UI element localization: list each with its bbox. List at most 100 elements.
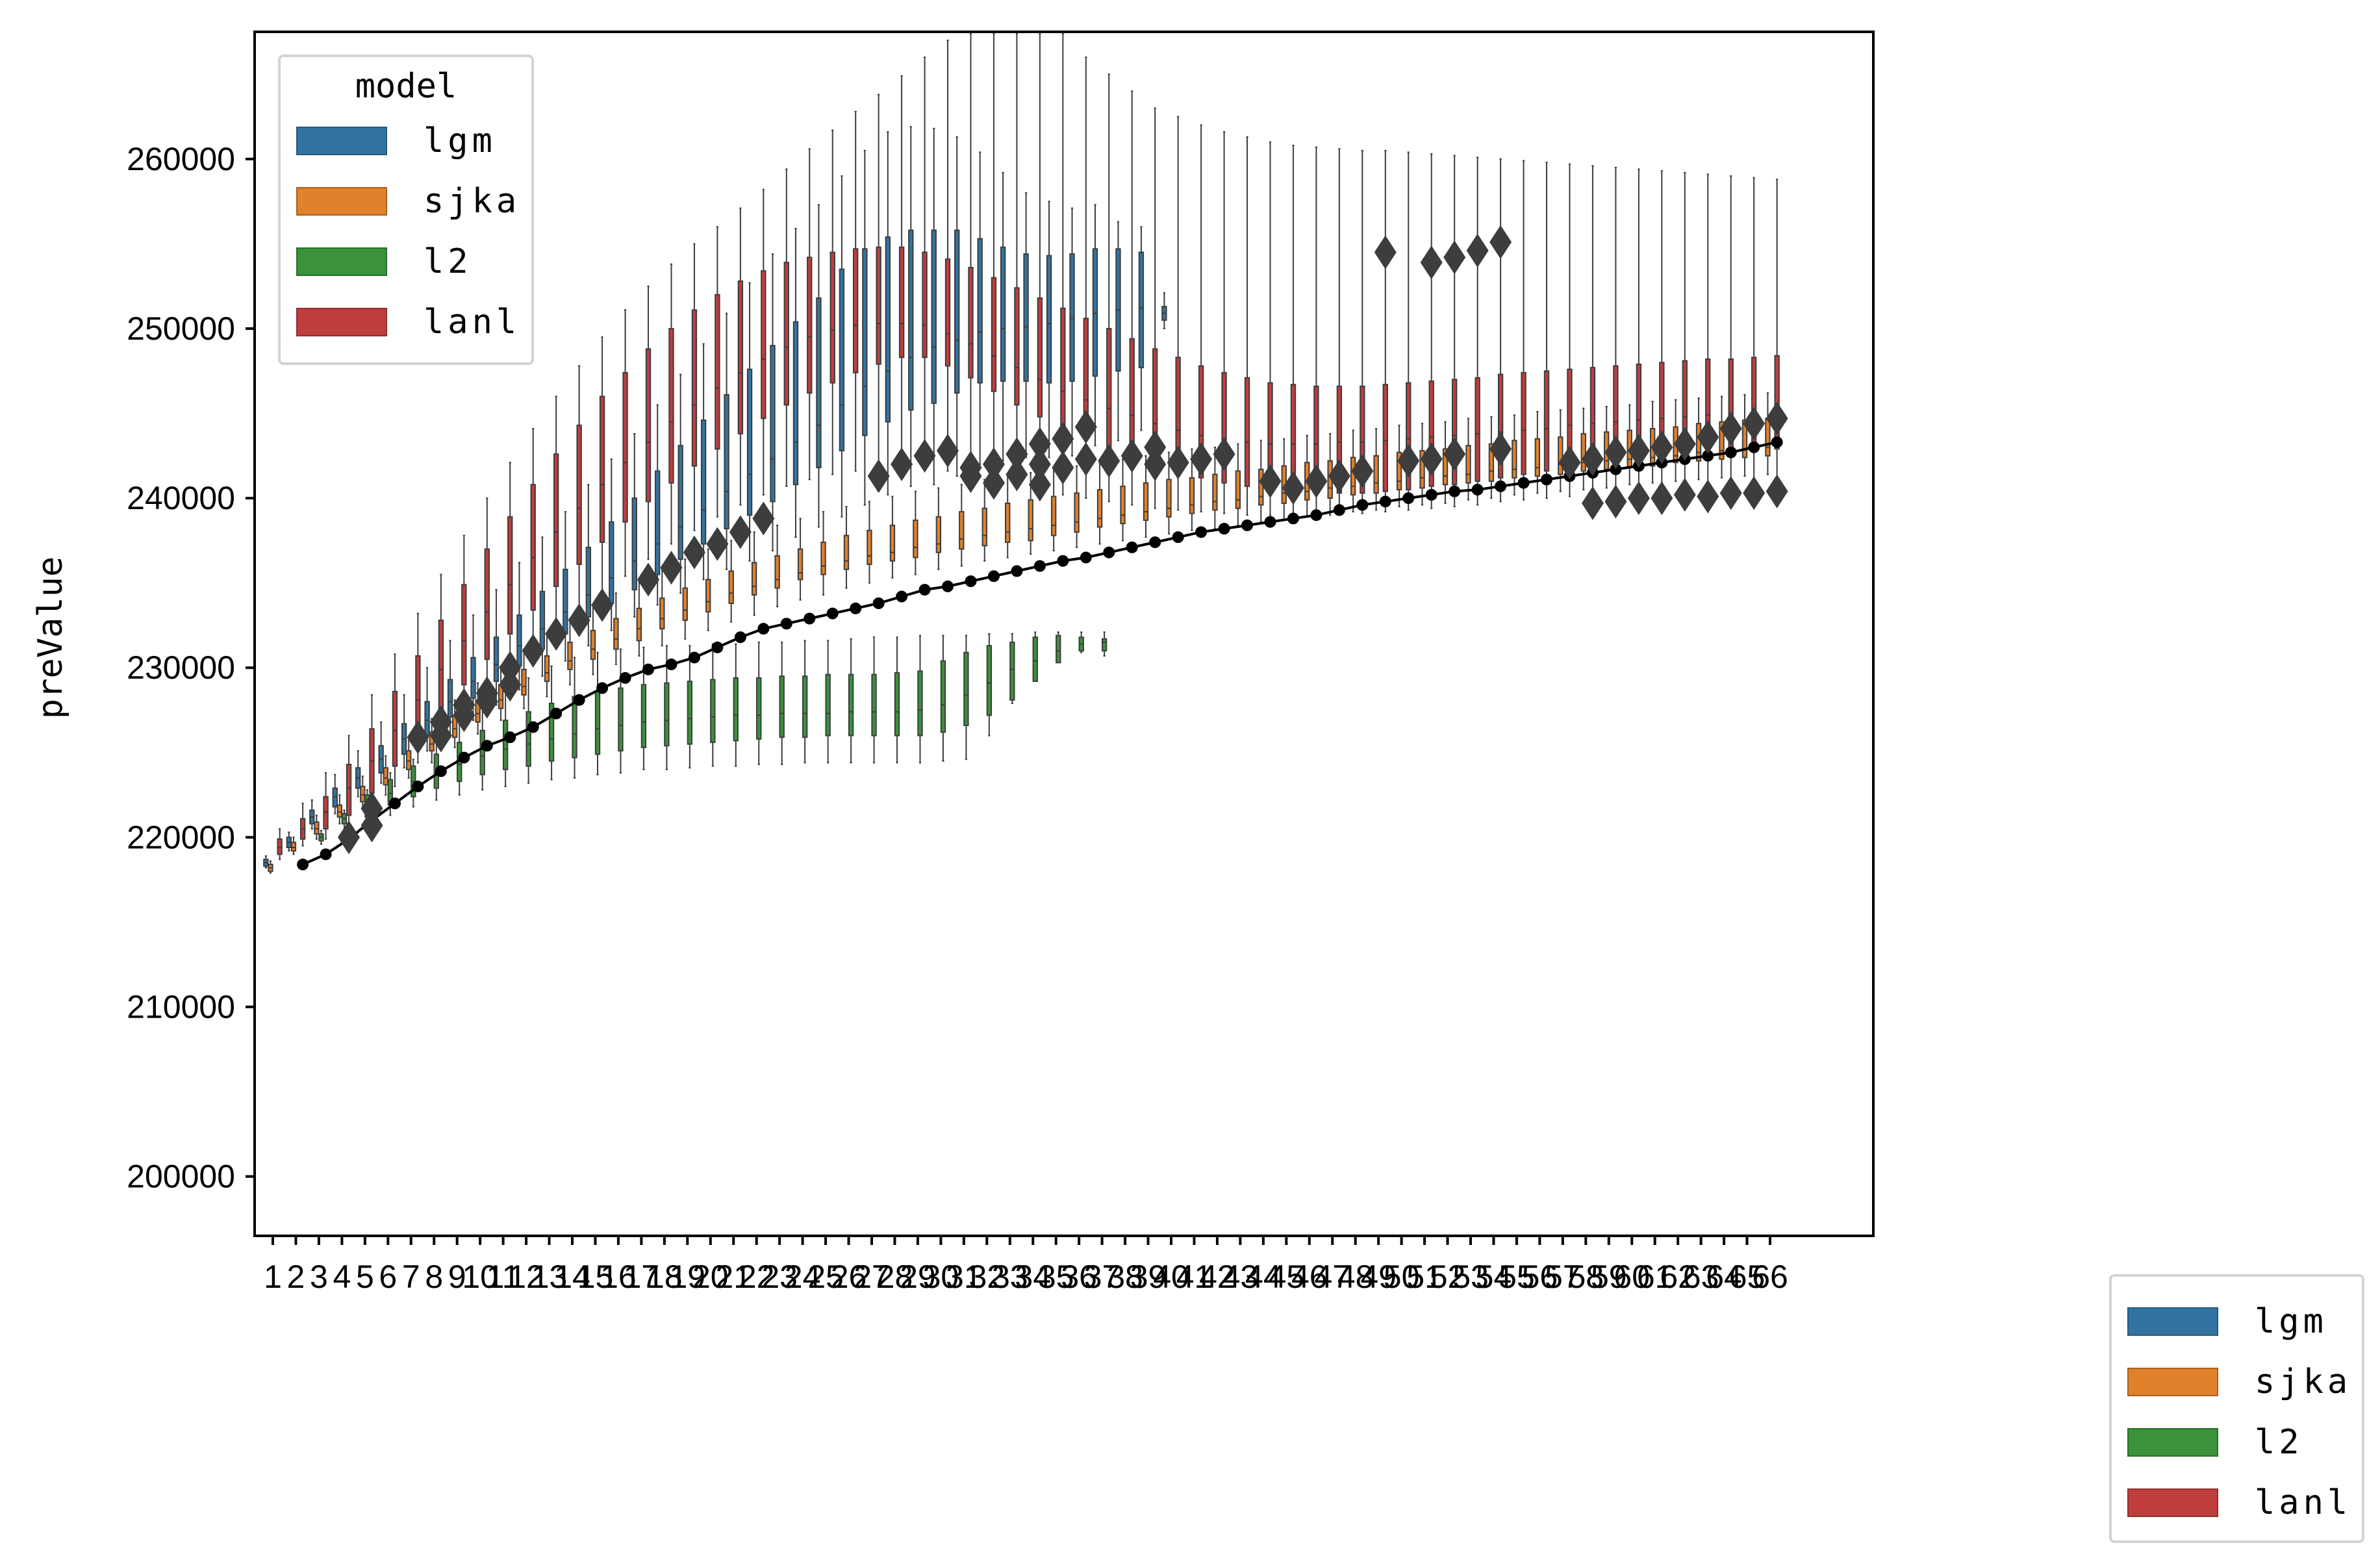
x-tick-label: 47 — [1314, 1259, 1350, 1295]
x-tick-label: 43 — [1222, 1259, 1259, 1295]
outlier-diamond — [361, 791, 383, 825]
y-tick-label: 240000 — [127, 480, 235, 516]
box-sjka — [935, 487, 942, 570]
trend-point — [1425, 488, 1437, 501]
x-tick-label: 64 — [1706, 1259, 1742, 1295]
box-body — [977, 238, 983, 384]
trend-point — [942, 580, 954, 592]
box-sjka — [1212, 446, 1218, 530]
box-lanl — [715, 226, 720, 518]
box-l2 — [986, 633, 993, 736]
y-tick-label: 200000 — [127, 1159, 235, 1195]
box-body — [406, 750, 412, 770]
legend-swatch-sjka — [2127, 1367, 2218, 1396]
box-body — [1580, 433, 1586, 472]
box-body — [609, 521, 614, 604]
box-body — [770, 345, 776, 503]
box-body — [792, 321, 799, 486]
box-body — [898, 246, 905, 358]
box-body — [539, 590, 546, 650]
x-tick-label: 17 — [624, 1259, 660, 1295]
box-lanl — [1336, 148, 1343, 516]
box-body — [843, 534, 850, 570]
outlier-diamond — [1719, 412, 1742, 446]
box-body — [576, 424, 582, 565]
box-l2 — [963, 634, 969, 760]
box-body — [1014, 287, 1020, 406]
box-sjka — [1005, 475, 1011, 558]
box-sjka — [820, 510, 826, 596]
box-sjka — [889, 496, 896, 579]
box-body — [1497, 373, 1504, 479]
trend-point — [642, 663, 655, 675]
x-tick-label: 50 — [1384, 1259, 1420, 1295]
outlier-diamond — [1351, 454, 1374, 488]
legend-swatch-sjka — [296, 186, 387, 216]
box-body — [631, 497, 637, 591]
box-body — [931, 229, 937, 404]
box-body — [848, 673, 854, 736]
box-sjka — [774, 524, 780, 608]
box-body — [944, 258, 951, 367]
x-tick-label: 21 — [715, 1259, 752, 1295]
trend-point — [1402, 492, 1415, 505]
box-body — [700, 419, 707, 545]
x-tick-label: 24 — [785, 1259, 821, 1295]
box-l2 — [687, 645, 693, 769]
box-lgm — [355, 750, 361, 797]
box-body — [332, 787, 338, 808]
box-body — [360, 786, 366, 803]
box-body — [1428, 380, 1434, 487]
trend-point — [1541, 473, 1553, 486]
x-tick-label: 38 — [1107, 1259, 1143, 1295]
x-tick-label: 66 — [1752, 1259, 1788, 1295]
outlier-diamond — [1052, 451, 1074, 485]
box-lanl — [1244, 136, 1250, 516]
box-body — [664, 682, 670, 747]
box-body — [521, 668, 527, 696]
legend-swatch-lgm — [2127, 1307, 2218, 1336]
box-body — [825, 673, 831, 736]
x-tick-label: 62 — [1660, 1259, 1696, 1295]
outlier-diamond — [913, 438, 936, 473]
x-tick-label: 49 — [1360, 1259, 1397, 1295]
outlier-diamond — [1074, 442, 1097, 477]
trend-point — [1057, 555, 1069, 567]
trend-point — [1495, 480, 1507, 492]
y-axis-label: preValue — [31, 557, 70, 719]
box-body — [885, 236, 891, 423]
box-body — [751, 562, 757, 596]
x-tick-label: 27 — [854, 1259, 890, 1295]
box-body — [553, 453, 559, 587]
outlier-diamond — [1074, 410, 1097, 444]
y-axis: 200000 210000 220000 230000 240000 250000 2600… — [127, 141, 255, 1195]
trend-point — [1218, 523, 1230, 535]
box-lgm — [724, 312, 729, 570]
trend-point — [1126, 541, 1138, 553]
box-body — [585, 546, 592, 618]
outlier-diamond — [1098, 444, 1120, 478]
legend-label: lanl — [424, 302, 521, 342]
box-body — [346, 764, 352, 816]
trend-point — [1264, 516, 1276, 528]
x-tick-label: 36 — [1061, 1259, 1097, 1295]
box-body — [516, 614, 522, 667]
box-body — [392, 690, 398, 767]
x-tick-label: 30 — [923, 1259, 959, 1295]
legend-entry-sjka: sjka — [281, 171, 531, 231]
box-lanl — [691, 243, 698, 531]
outlier-diamond — [1006, 437, 1028, 471]
outlier-diamond — [982, 466, 1005, 500]
trend-point — [550, 707, 563, 720]
box-lanl — [761, 188, 766, 496]
outlier-diamond — [1558, 445, 1581, 480]
box-body — [544, 655, 550, 683]
outlier-diamond — [1627, 481, 1650, 516]
box-body — [1512, 440, 1517, 479]
box-sjka — [1512, 414, 1517, 496]
outlier-diamond — [706, 527, 729, 561]
trend-point — [872, 597, 885, 609]
x-tick-label: 7 — [402, 1259, 420, 1295]
box-sjka — [913, 490, 918, 575]
outlier-diamond — [729, 515, 752, 549]
